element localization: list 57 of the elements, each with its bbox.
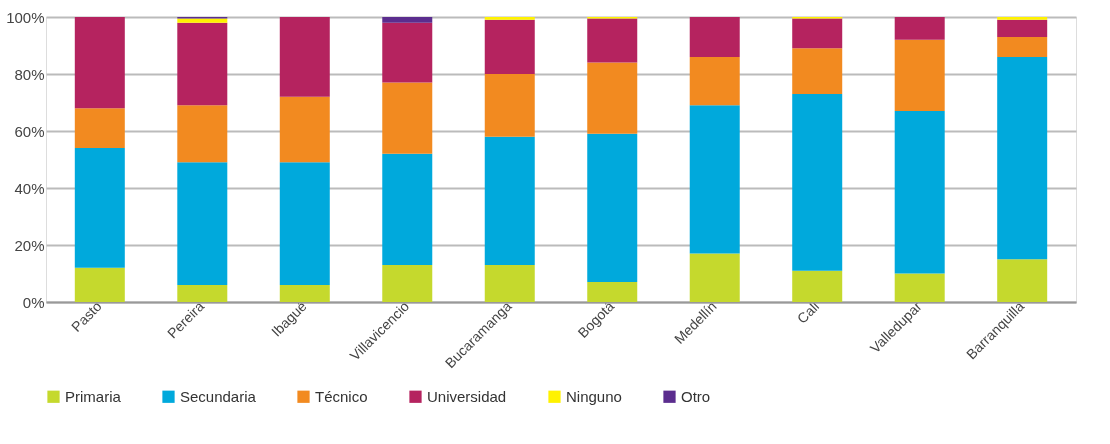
bar bbox=[792, 270, 843, 302]
legend-label: Otro bbox=[681, 387, 711, 405]
y-tick-label: 0% bbox=[22, 293, 45, 311]
x-tick-label: Cali bbox=[793, 298, 823, 327]
bar bbox=[74, 108, 125, 149]
bar bbox=[484, 136, 535, 265]
bar bbox=[689, 105, 740, 254]
bar bbox=[484, 264, 535, 302]
bar bbox=[997, 259, 1048, 302]
legend-label: Ninguno bbox=[566, 387, 622, 405]
bar bbox=[587, 133, 638, 283]
y-tick-label: 80% bbox=[14, 65, 45, 83]
bar bbox=[279, 162, 330, 285]
bar bbox=[484, 74, 535, 137]
bar bbox=[279, 284, 330, 302]
bar bbox=[177, 22, 228, 106]
bar bbox=[689, 253, 740, 302]
bar bbox=[382, 82, 433, 154]
y-tick-label: 20% bbox=[14, 236, 45, 254]
bar bbox=[382, 22, 433, 83]
bar bbox=[279, 17, 330, 97]
bar bbox=[74, 17, 125, 109]
bar bbox=[382, 17, 433, 23]
bar bbox=[894, 111, 945, 274]
bar bbox=[587, 282, 638, 302]
bar bbox=[792, 93, 843, 271]
bar bbox=[177, 162, 228, 285]
bar bbox=[792, 18, 843, 49]
bar bbox=[382, 153, 433, 265]
bar bbox=[689, 17, 740, 57]
bar bbox=[894, 17, 945, 40]
y-tick-label: 40% bbox=[14, 179, 45, 197]
bar bbox=[997, 17, 1048, 20]
bar bbox=[894, 39, 945, 112]
bar bbox=[587, 18, 638, 63]
bar bbox=[997, 36, 1048, 57]
bar bbox=[894, 273, 945, 302]
bar bbox=[279, 96, 330, 163]
y-tick-label: 100% bbox=[6, 8, 45, 26]
bar bbox=[997, 56, 1048, 260]
bar bbox=[484, 17, 535, 20]
bar bbox=[689, 56, 740, 106]
y-tick-label: 60% bbox=[14, 122, 45, 140]
legend-label: Técnico bbox=[315, 387, 368, 405]
bar bbox=[74, 267, 125, 302]
legend-label: Primaria bbox=[65, 387, 122, 405]
bar bbox=[382, 264, 433, 302]
bar bbox=[997, 19, 1048, 37]
legend-label: Secundaria bbox=[180, 387, 257, 405]
legend-label: Universidad bbox=[427, 387, 507, 405]
bar bbox=[587, 62, 638, 134]
bar bbox=[177, 284, 228, 302]
bar bbox=[177, 105, 228, 163]
bar bbox=[74, 148, 125, 268]
bar bbox=[792, 48, 843, 94]
bar bbox=[177, 18, 228, 23]
bar bbox=[484, 19, 535, 74]
